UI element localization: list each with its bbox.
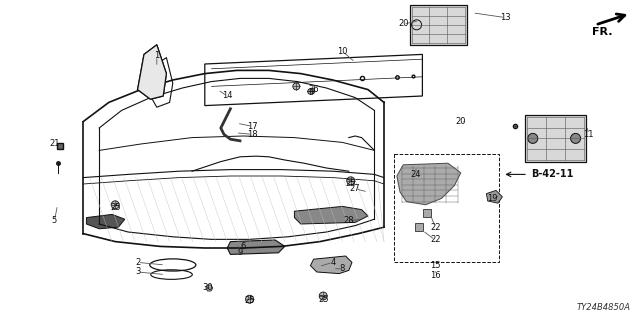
Circle shape bbox=[319, 292, 327, 300]
Text: 11: 11 bbox=[584, 130, 594, 139]
Text: 6: 6 bbox=[241, 242, 246, 251]
Text: 13: 13 bbox=[500, 13, 511, 22]
Text: FR.: FR. bbox=[592, 27, 612, 37]
Text: 20: 20 bbox=[456, 117, 466, 126]
Polygon shape bbox=[310, 256, 352, 274]
Text: 9: 9 bbox=[237, 248, 243, 257]
Text: 27: 27 bbox=[350, 184, 360, 193]
Text: TY24B4850A: TY24B4850A bbox=[577, 303, 630, 312]
Bar bbox=[415, 223, 423, 231]
Polygon shape bbox=[294, 206, 368, 224]
Circle shape bbox=[246, 295, 253, 303]
Bar bbox=[525, 115, 586, 162]
Text: 10: 10 bbox=[337, 47, 348, 56]
Text: 26: 26 bbox=[308, 85, 319, 94]
Text: 19: 19 bbox=[488, 194, 498, 203]
Circle shape bbox=[308, 88, 315, 94]
Text: 24: 24 bbox=[411, 170, 421, 179]
Text: 25: 25 bbox=[346, 180, 356, 188]
Polygon shape bbox=[227, 240, 285, 254]
Bar bbox=[394, 154, 499, 262]
Polygon shape bbox=[138, 45, 166, 99]
Text: 3: 3 bbox=[135, 268, 140, 276]
Text: 16: 16 bbox=[430, 271, 440, 280]
Text: 22: 22 bbox=[430, 236, 440, 244]
Text: 15: 15 bbox=[430, 261, 440, 270]
Polygon shape bbox=[86, 214, 125, 229]
Text: 25: 25 bbox=[244, 296, 255, 305]
Circle shape bbox=[293, 83, 300, 90]
Text: 8: 8 bbox=[340, 264, 345, 273]
Text: B-42-11: B-42-11 bbox=[531, 169, 573, 180]
Text: 2: 2 bbox=[135, 258, 140, 267]
Circle shape bbox=[528, 133, 538, 143]
Text: 5: 5 bbox=[52, 216, 57, 225]
Text: 25: 25 bbox=[110, 204, 120, 212]
Circle shape bbox=[347, 177, 355, 185]
Bar bbox=[423, 209, 431, 217]
Polygon shape bbox=[397, 163, 461, 205]
FancyArrowPatch shape bbox=[506, 172, 525, 177]
Text: 25: 25 bbox=[318, 295, 328, 304]
Text: 1: 1 bbox=[154, 52, 159, 60]
Circle shape bbox=[571, 133, 580, 143]
Text: 17: 17 bbox=[248, 122, 258, 131]
Text: 21: 21 bbox=[49, 140, 60, 148]
Bar bbox=[410, 5, 467, 45]
Text: 20: 20 bbox=[398, 20, 408, 28]
Text: 4: 4 bbox=[330, 258, 335, 267]
Text: 28: 28 bbox=[344, 216, 354, 225]
Text: 18: 18 bbox=[248, 130, 258, 139]
Polygon shape bbox=[486, 190, 502, 203]
Text: 14: 14 bbox=[222, 92, 232, 100]
Text: 22: 22 bbox=[430, 223, 440, 232]
Circle shape bbox=[111, 201, 119, 209]
Text: 30: 30 bbox=[203, 284, 213, 292]
Polygon shape bbox=[206, 285, 212, 291]
